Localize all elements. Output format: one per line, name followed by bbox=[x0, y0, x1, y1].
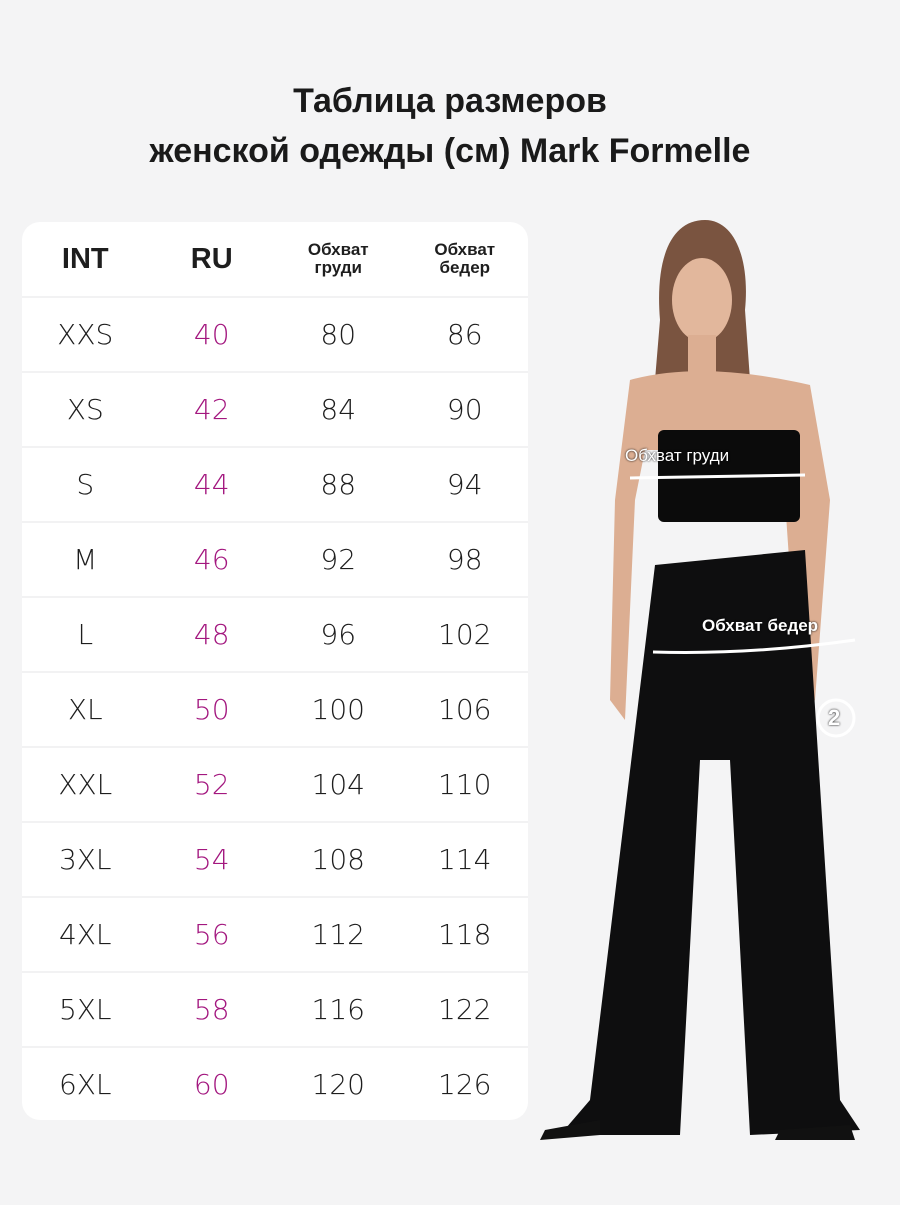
cell-hips: 90 bbox=[446, 393, 483, 426]
cell-ru: 60 bbox=[193, 1068, 230, 1101]
badge-number: 2 bbox=[828, 705, 841, 730]
cell-ru: 42 bbox=[193, 393, 230, 426]
table-row: 5XL 58 116 122 bbox=[22, 971, 528, 1046]
cell-hips: 102 bbox=[438, 618, 492, 651]
title-line-1: Таблица размеров bbox=[293, 82, 607, 120]
cell-ru: 46 bbox=[193, 543, 230, 576]
header-int: INT bbox=[61, 242, 109, 275]
table-row: 6XL 60 120 126 bbox=[22, 1046, 528, 1121]
cell-int: 3XL bbox=[58, 843, 112, 876]
header-chest: Обхват груди bbox=[307, 240, 369, 277]
cell-ru: 50 bbox=[193, 693, 230, 726]
cell-int: XXS bbox=[57, 318, 114, 351]
size-table: INT RU Обхват груди Обхват бедер XXS 40 80… bbox=[22, 222, 528, 1120]
cell-chest: 108 bbox=[311, 843, 365, 876]
cell-hips: 94 bbox=[446, 468, 483, 501]
cell-int: 4XL bbox=[58, 918, 112, 951]
cell-hips: 122 bbox=[438, 993, 492, 1026]
cell-hips: 114 bbox=[438, 843, 492, 876]
table-row: XS 42 84 90 bbox=[22, 371, 528, 446]
model-figure: Обхват груди Обхват бедер 2 bbox=[530, 200, 900, 1200]
cell-ru: 52 bbox=[193, 768, 230, 801]
page-title: Таблица размеров женской одежды (см) Mar… bbox=[0, 76, 900, 176]
cell-ru: 54 bbox=[193, 843, 230, 876]
cell-ru: 56 bbox=[193, 918, 230, 951]
table-row: 4XL 56 112 118 bbox=[22, 896, 528, 971]
cell-chest: 100 bbox=[311, 693, 365, 726]
model-illustration bbox=[540, 220, 860, 1140]
hip-label: Обхват бедер bbox=[702, 616, 819, 635]
cell-chest: 116 bbox=[311, 993, 365, 1026]
cell-chest: 80 bbox=[320, 318, 357, 351]
cell-int: S bbox=[76, 468, 95, 501]
cell-int: XL bbox=[67, 693, 103, 726]
table-row: XXL 52 104 110 bbox=[22, 746, 528, 821]
cell-int: M bbox=[73, 543, 98, 576]
cell-chest: 96 bbox=[320, 618, 357, 651]
cell-hips: 110 bbox=[438, 768, 492, 801]
cell-int: XS bbox=[66, 393, 104, 426]
cell-hips: 118 bbox=[438, 918, 492, 951]
cell-ru: 58 bbox=[193, 993, 230, 1026]
cell-chest: 112 bbox=[311, 918, 365, 951]
cell-int: XXL bbox=[58, 768, 113, 801]
cell-hips: 106 bbox=[438, 693, 492, 726]
cell-ru: 48 bbox=[193, 618, 230, 651]
cell-hips: 86 bbox=[446, 318, 483, 351]
chest-label: Обхват груди bbox=[625, 446, 730, 465]
cell-chest: 84 bbox=[320, 393, 357, 426]
cell-ru: 44 bbox=[193, 468, 230, 501]
cell-ru: 40 bbox=[193, 318, 230, 351]
cell-hips: 126 bbox=[438, 1068, 492, 1101]
cell-int: 6XL bbox=[58, 1068, 112, 1101]
cell-int: L bbox=[77, 618, 94, 651]
table-row: 3XL 54 108 114 bbox=[22, 821, 528, 896]
cell-chest: 104 bbox=[311, 768, 365, 801]
table-header: INT RU Обхват груди Обхват бедер bbox=[22, 222, 528, 296]
cell-hips: 98 bbox=[446, 543, 483, 576]
table-row: XXS 40 80 86 bbox=[22, 296, 528, 371]
table-row: XL 50 100 106 bbox=[22, 671, 528, 746]
table-row: L 48 96 102 bbox=[22, 596, 528, 671]
header-ru: RU bbox=[190, 242, 233, 275]
cell-chest: 88 bbox=[320, 468, 357, 501]
table-row: S 44 88 94 bbox=[22, 446, 528, 521]
cell-chest: 120 bbox=[311, 1068, 365, 1101]
title-line-2: женской одежды (см) Mark Formelle bbox=[149, 132, 751, 170]
cell-int: 5XL bbox=[58, 993, 112, 1026]
table-row: M 46 92 98 bbox=[22, 521, 528, 596]
header-hips: Обхват бедер bbox=[434, 240, 496, 277]
cell-chest: 92 bbox=[320, 543, 357, 576]
